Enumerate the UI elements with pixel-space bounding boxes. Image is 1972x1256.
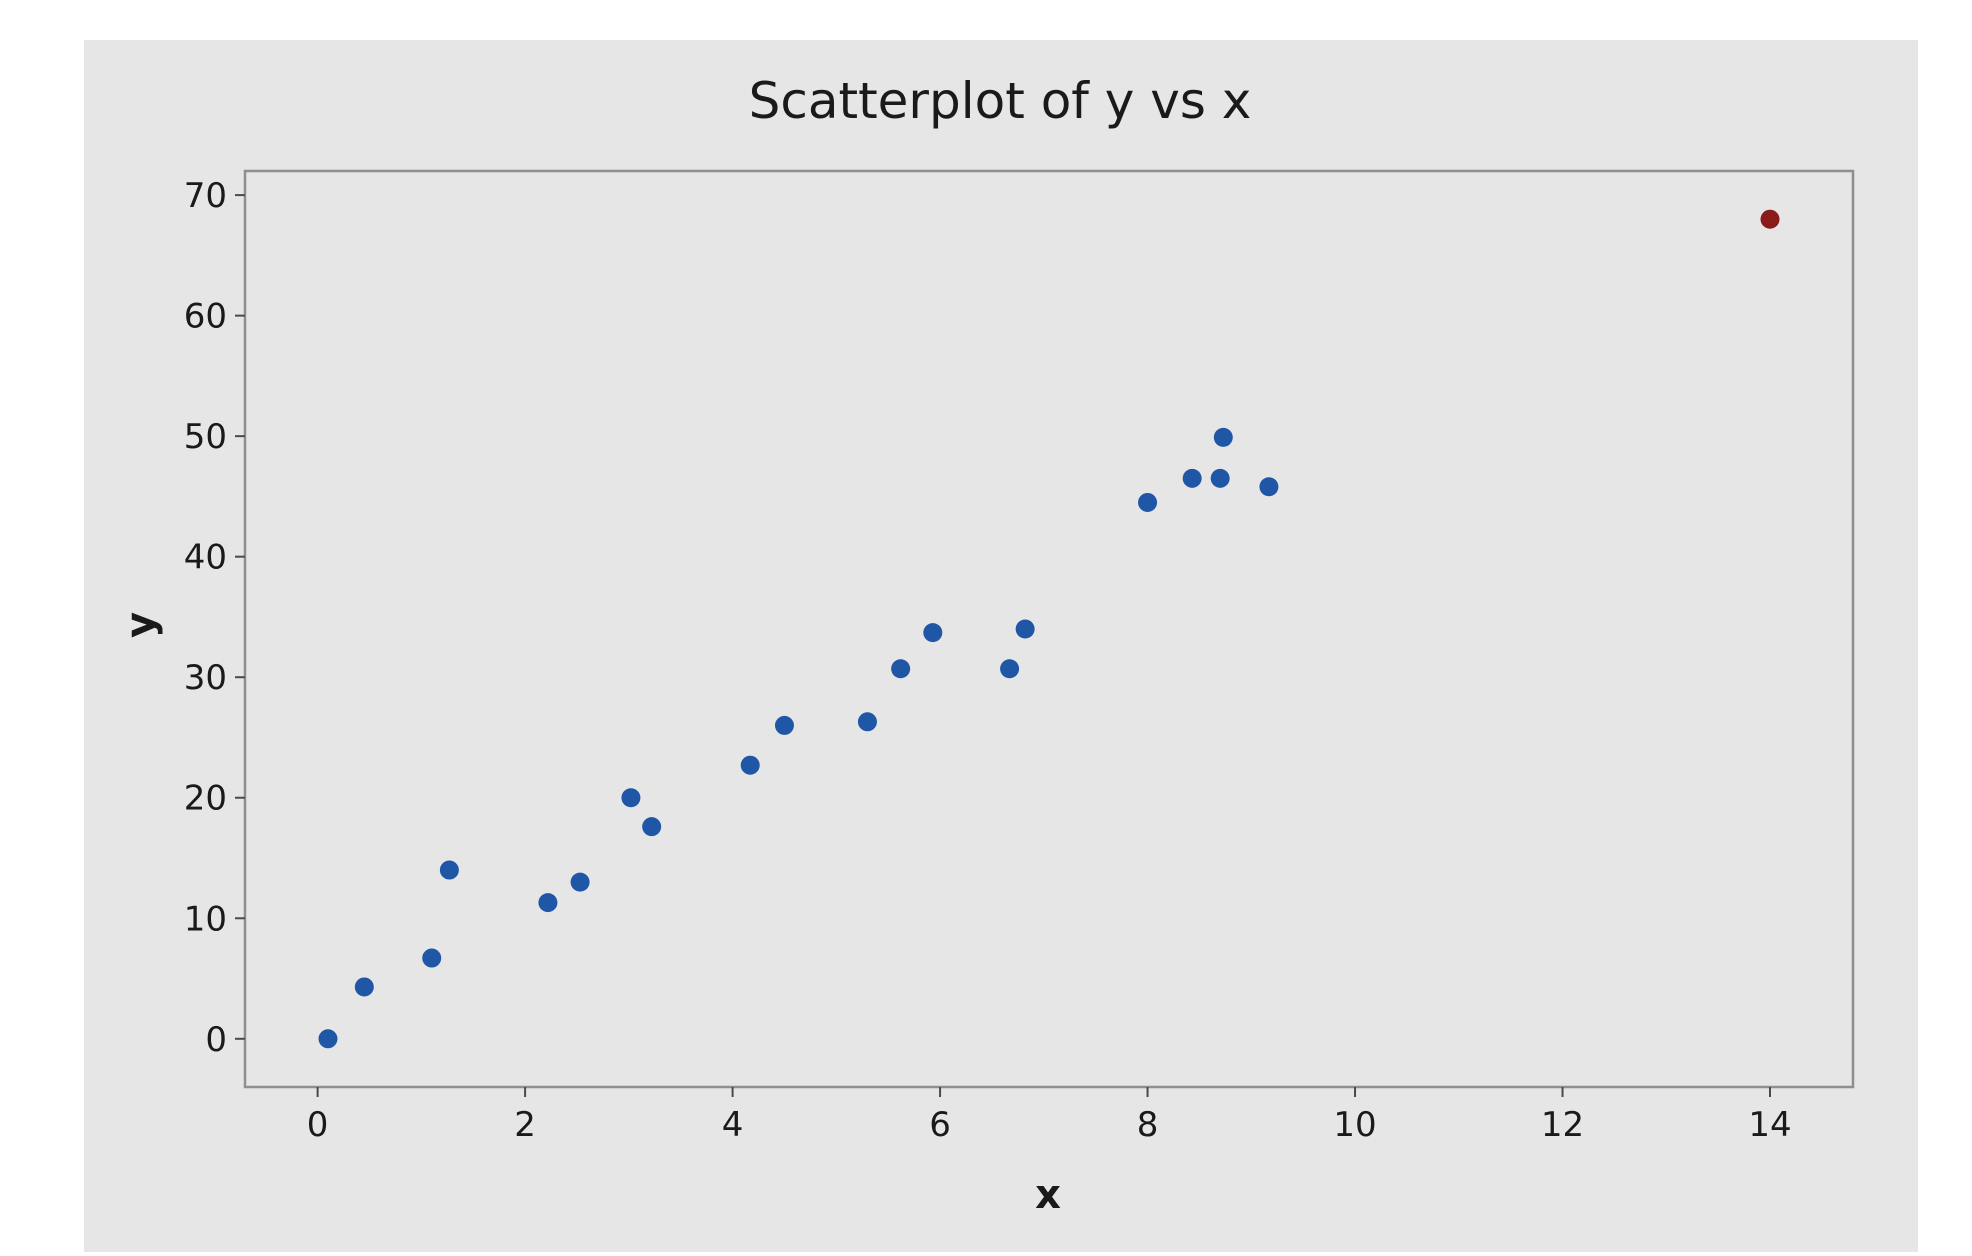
x-tick-label: 10 xyxy=(1333,1105,1376,1145)
data-point xyxy=(538,893,558,913)
data-point xyxy=(318,1029,338,1049)
data-point xyxy=(1213,427,1233,447)
y-tick-label: 70 xyxy=(184,176,227,216)
y-tick-label: 60 xyxy=(184,297,227,337)
y-tick-label: 30 xyxy=(184,658,227,698)
y-tick-label: 50 xyxy=(184,417,227,457)
x-tick-label: 0 xyxy=(307,1105,329,1145)
data-point xyxy=(354,977,374,997)
data-point xyxy=(570,872,590,892)
x-axis-label: x xyxy=(1035,1172,1061,1218)
y-tick-label: 40 xyxy=(184,538,227,578)
chart-title: Scatterplot of y vs x xyxy=(749,72,1252,130)
x-tick-label: 14 xyxy=(1748,1105,1791,1145)
chart-frame xyxy=(84,40,1918,1252)
x-tick-label: 12 xyxy=(1541,1105,1584,1145)
data-point xyxy=(1259,477,1279,497)
x-axis: 0 2 4 6 8 10 12 14 xyxy=(307,1087,1792,1145)
data-point xyxy=(774,715,794,735)
plot-area xyxy=(243,169,1855,1089)
y-axis-label: y xyxy=(118,612,164,638)
data-point xyxy=(857,712,877,732)
x-tick-label: 6 xyxy=(929,1105,951,1145)
outlier-point xyxy=(1760,209,1780,229)
data-point xyxy=(1210,468,1230,488)
data-point xyxy=(923,623,943,643)
data-point xyxy=(439,860,459,880)
data-point xyxy=(740,755,760,775)
y-tick-label: 10 xyxy=(184,899,227,939)
data-point xyxy=(1138,492,1158,512)
x-tick-label: 8 xyxy=(1137,1105,1159,1145)
x-tick-label: 2 xyxy=(514,1105,536,1145)
data-point xyxy=(422,948,442,968)
data-point xyxy=(1182,468,1202,488)
x-tick-label: 4 xyxy=(722,1105,744,1145)
data-point xyxy=(1015,619,1035,639)
data-point xyxy=(621,788,641,808)
data-point xyxy=(891,659,911,679)
y-axis: 0 10 20 30 40 50 60 70 xyxy=(184,176,245,1060)
data-points xyxy=(318,209,1780,1049)
y-tick-label: 20 xyxy=(184,779,227,819)
data-point xyxy=(642,817,662,837)
data-point xyxy=(1000,659,1020,679)
y-tick-label: 0 xyxy=(205,1020,227,1060)
